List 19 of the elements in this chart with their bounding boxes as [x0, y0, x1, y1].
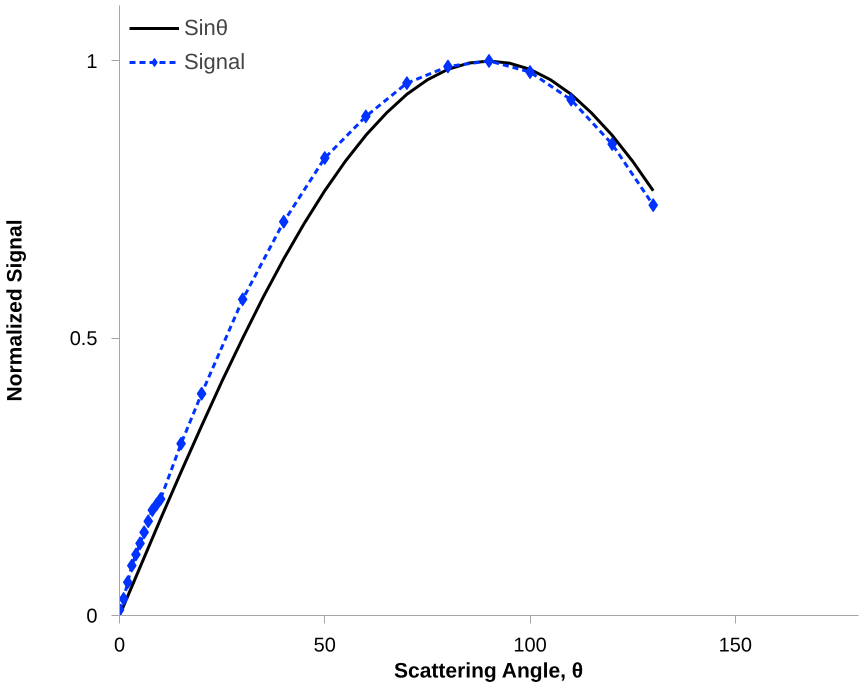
point — [278, 214, 289, 229]
x-tick-label: 100 — [513, 634, 547, 656]
legend-label: Sinθ — [184, 15, 228, 41]
x-tick-label: 150 — [718, 634, 752, 656]
point — [443, 60, 453, 74]
x-tick-label: 50 — [314, 634, 336, 656]
legend-label: Signal — [184, 49, 246, 75]
y-tick-label: 0 — [86, 606, 98, 628]
y-tick-label: 0.5 — [70, 328, 98, 350]
x-axis-title: Scattering Angle, θ — [394, 660, 584, 682]
point — [122, 575, 133, 590]
y-tick-label: 1 — [86, 50, 98, 73]
point — [648, 198, 658, 212]
point — [131, 548, 141, 562]
y-axis-title: Normalized Signal — [4, 219, 27, 402]
x-tick-label: 0 — [114, 634, 126, 656]
point — [320, 151, 330, 165]
point — [126, 558, 137, 573]
point — [143, 514, 154, 528]
